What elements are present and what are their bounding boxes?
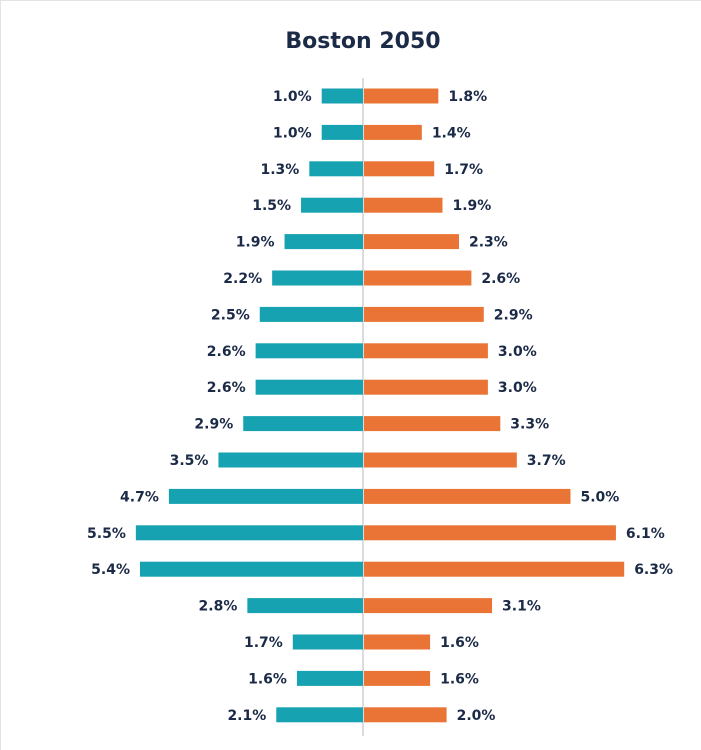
value-label: 1.0% xyxy=(273,125,312,141)
bar xyxy=(364,234,459,250)
bar xyxy=(364,197,443,213)
value-label: 1.5% xyxy=(252,198,291,214)
value-label: 1.9% xyxy=(452,198,491,214)
bar xyxy=(364,525,616,541)
bar xyxy=(321,88,363,104)
bar xyxy=(135,525,363,541)
bar xyxy=(364,416,501,432)
bar xyxy=(247,598,363,614)
value-label: 2.1% xyxy=(227,708,266,724)
value-label: 3.1% xyxy=(502,599,541,615)
value-label: 2.6% xyxy=(481,271,520,287)
value-label: 1.7% xyxy=(244,635,283,651)
value-label: 2.5% xyxy=(211,307,250,323)
value-label: 1.6% xyxy=(248,671,287,687)
bar xyxy=(168,488,363,504)
value-label: 1.3% xyxy=(260,162,299,178)
value-label: 1.4% xyxy=(432,125,471,141)
bar xyxy=(364,379,488,395)
bar xyxy=(364,343,488,359)
value-label: 5.4% xyxy=(91,562,130,578)
value-label: 5.0% xyxy=(581,489,620,505)
bar xyxy=(364,452,517,468)
value-label: 1.6% xyxy=(440,635,479,651)
value-label: 3.5% xyxy=(170,453,209,469)
bar xyxy=(364,707,447,723)
bar xyxy=(292,634,363,650)
chart-title: Boston 2050 xyxy=(285,29,440,54)
bar xyxy=(364,161,435,177)
bar xyxy=(243,416,363,432)
bar xyxy=(301,197,363,213)
bar xyxy=(272,270,363,286)
bar xyxy=(364,670,431,686)
bar xyxy=(309,161,363,177)
bar xyxy=(259,306,363,322)
value-label: 4.7% xyxy=(120,489,159,505)
value-label: 6.3% xyxy=(634,562,673,578)
value-label: 2.9% xyxy=(194,417,233,433)
bar xyxy=(139,561,363,577)
bar xyxy=(218,452,363,468)
value-label: 1.0% xyxy=(273,89,312,105)
value-label: 2.0% xyxy=(457,708,496,724)
value-label: 1.9% xyxy=(236,235,275,251)
value-label: 1.7% xyxy=(444,162,483,178)
value-label: 5.5% xyxy=(87,526,126,542)
bar xyxy=(321,124,363,140)
value-label: 6.1% xyxy=(626,526,665,542)
bar xyxy=(276,707,363,723)
bar xyxy=(364,561,625,577)
bar xyxy=(364,270,472,286)
value-label: 2.3% xyxy=(469,235,508,251)
value-label: 2.2% xyxy=(223,271,262,287)
value-label: 1.6% xyxy=(440,671,479,687)
value-label: 2.9% xyxy=(494,307,533,323)
value-label: 2.6% xyxy=(207,344,246,360)
bar xyxy=(364,124,422,140)
bar xyxy=(364,488,571,504)
bar xyxy=(255,379,363,395)
value-label: 3.0% xyxy=(498,344,537,360)
value-label: 3.3% xyxy=(510,417,549,433)
bar xyxy=(296,670,363,686)
value-label: 2.6% xyxy=(207,380,246,396)
value-label: 3.7% xyxy=(527,453,566,469)
bar xyxy=(255,343,363,359)
bar xyxy=(364,598,493,614)
bar xyxy=(364,306,484,322)
bar xyxy=(364,634,431,650)
bar xyxy=(364,88,439,104)
value-label: 3.0% xyxy=(498,380,537,396)
value-label: 2.8% xyxy=(199,599,238,615)
bar xyxy=(284,234,363,250)
value-label: 1.8% xyxy=(448,89,487,105)
